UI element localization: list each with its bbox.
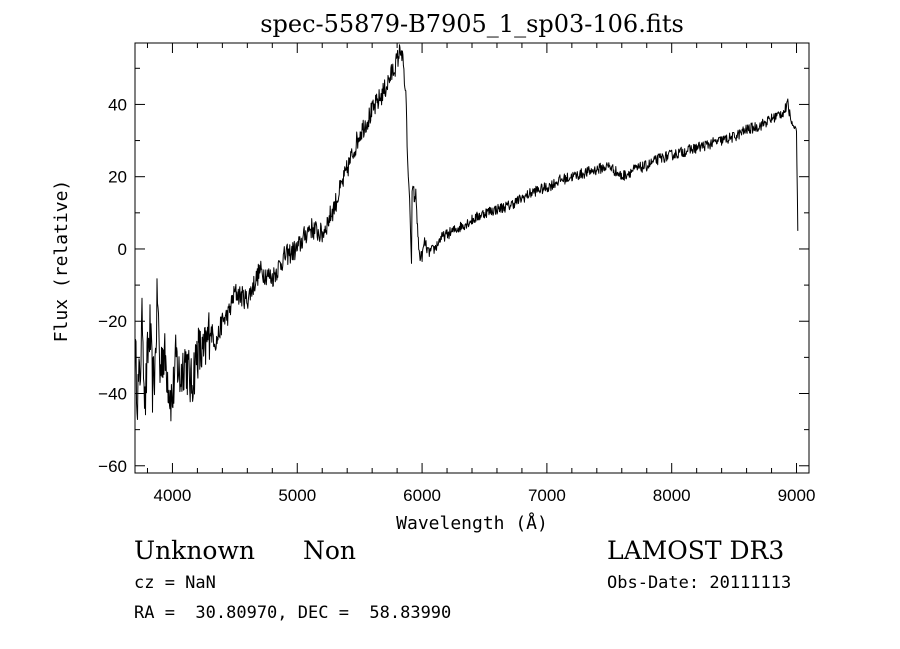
y-tick-label: −40 xyxy=(98,385,127,404)
observation-date: Obs-Date: 20111113 xyxy=(607,573,792,593)
redshift-readout: cz = NaN xyxy=(134,573,216,593)
object-subclass: Non xyxy=(303,536,357,565)
coordinates-readout: RA = 30.80970, DEC = 58.83990 xyxy=(134,603,452,623)
x-tick-label: 4000 xyxy=(154,486,192,505)
survey-label: LAMOST DR3 xyxy=(607,536,785,565)
y-tick-label: 0 xyxy=(118,240,127,259)
x-tick-label: 5000 xyxy=(278,486,316,505)
x-tick-label: 8000 xyxy=(653,486,691,505)
tick-labels: 4000 5000 6000 7000 8000 9000 −60 −40 −20 0 20 40 xyxy=(98,95,815,505)
x-tick-label: 9000 xyxy=(778,486,816,505)
y-tick-label: −20 xyxy=(98,312,127,331)
plot-frame xyxy=(134,42,810,474)
axis-ticks xyxy=(135,43,809,473)
y-tick-label: 40 xyxy=(108,95,127,114)
x-axis-label: Wavelength (Å) xyxy=(396,512,548,534)
y-tick-label: −60 xyxy=(98,457,127,476)
y-axis-label: Flux (relative) xyxy=(51,180,72,343)
spectrum-line xyxy=(134,44,799,422)
object-class: Unknown xyxy=(134,536,255,565)
x-tick-label: 7000 xyxy=(528,486,566,505)
chart-title: spec-55879-B7905_1_sp03-106.fits xyxy=(260,10,684,38)
y-tick-label: 20 xyxy=(108,168,127,187)
x-tick-label: 6000 xyxy=(403,486,441,505)
